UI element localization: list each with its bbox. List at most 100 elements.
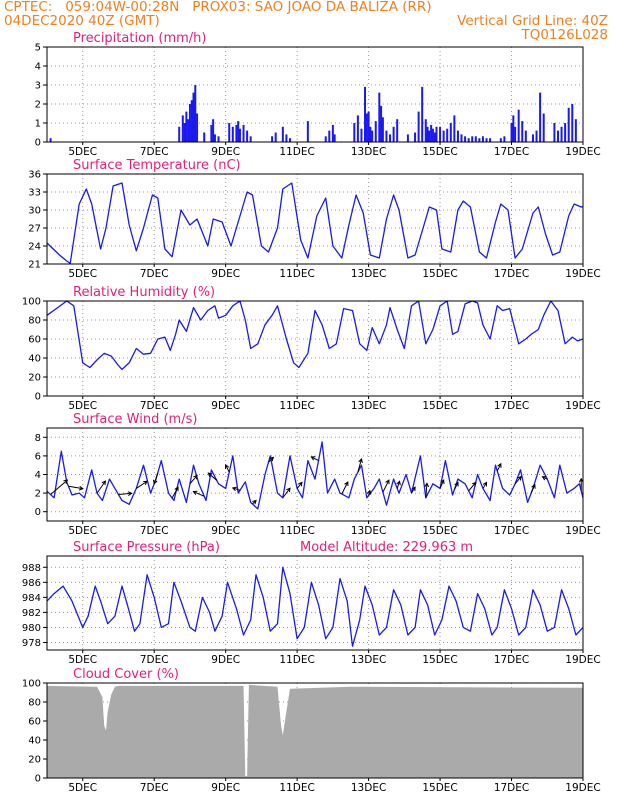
wind-vector	[232, 487, 241, 491]
cloud-xtick-label: 19DEC	[565, 782, 600, 794]
wind-vector-head	[411, 486, 416, 492]
rh-xtick-label: 17DEC	[494, 400, 529, 412]
wind-series-line	[46, 441, 584, 510]
wind-vector-head	[143, 480, 149, 486]
precip-xtick-label: 13DEC	[351, 146, 386, 158]
wind-vector-head	[424, 482, 430, 488]
precip-bar	[242, 124, 245, 142]
precip-bar	[564, 123, 567, 142]
precip-bar	[364, 86, 367, 142]
wind-vector-head	[310, 456, 316, 461]
wind-xtick-label: 5DEC	[68, 525, 97, 537]
precip-bar	[460, 134, 463, 142]
wind-vector	[453, 482, 459, 490]
rh-xtick-label: 7DEC	[140, 400, 169, 412]
precip-bar	[414, 132, 417, 142]
wind-vector-head	[231, 486, 237, 492]
wind-vector	[153, 472, 159, 484]
rh-xtick-label: 15DEC	[422, 400, 457, 412]
wind-vector-head	[63, 479, 69, 485]
precip-xtick-label: 7DEC	[140, 146, 169, 158]
precip-xtick-label: 5DEC	[68, 146, 97, 158]
precip-bar	[517, 109, 520, 142]
precip-ytick-label: 5	[35, 43, 41, 54]
precip-bar	[288, 138, 291, 142]
wind-ytick-label: 0	[35, 507, 41, 518]
pres-xtick-label: 13DEC	[351, 654, 386, 666]
pres-ytick-label: 978	[22, 638, 41, 649]
rh-xtick-label: 9DEC	[211, 400, 240, 412]
wind-vector-head	[366, 489, 372, 495]
wind-vector-head	[152, 479, 158, 485]
cloud-xtick-label: 7DEC	[140, 782, 169, 794]
wind-vector-head	[497, 462, 502, 468]
precip-bar	[365, 113, 368, 142]
precip-bar	[228, 123, 231, 142]
precip-bar	[185, 111, 188, 142]
precip-bar	[439, 126, 442, 142]
precip-bar	[446, 128, 449, 142]
wind-vector	[225, 464, 230, 473]
temp-xtick-label: 19DEC	[565, 268, 600, 280]
cloud-ytick-label: 60	[28, 717, 41, 728]
wind-vector	[268, 456, 274, 463]
precip-bar	[535, 130, 538, 142]
temp-xtick-label: 17DEC	[494, 268, 529, 280]
wind-vector	[482, 482, 487, 489]
precip-bar	[503, 136, 506, 142]
wind-vector-head	[224, 464, 230, 469]
precip-bar	[417, 111, 420, 142]
precip-bar	[356, 115, 359, 142]
wind-vector	[118, 492, 132, 495]
precip-bar	[181, 115, 184, 142]
rh-series-line	[46, 300, 584, 371]
cloud-xtick-label: 15DEC	[422, 782, 457, 794]
wind-vector	[382, 479, 390, 493]
precip-bar	[485, 138, 488, 142]
precip-bar	[542, 113, 545, 142]
wind-ytick-label: 8	[35, 433, 41, 444]
precip-bar	[389, 134, 392, 142]
precip-bar	[371, 130, 374, 142]
wind-vector	[50, 479, 68, 495]
precip-bar	[428, 130, 431, 142]
precip-xtick-label: 15DEC	[422, 146, 457, 158]
precip-bar	[183, 123, 186, 142]
precip-bar	[435, 126, 438, 142]
temp-xtick-label: 7DEC	[140, 268, 169, 280]
precip-frame	[46, 46, 584, 143]
rh-ytick-label: 20	[28, 373, 41, 384]
cloud-ytick-label: 40	[28, 736, 41, 747]
temp-ytick-label: 27	[28, 224, 41, 235]
precip-xtick-label: 17DEC	[494, 146, 529, 158]
precip-bar	[187, 119, 190, 142]
precip-bar	[467, 138, 470, 142]
precip-bar	[499, 138, 502, 142]
cloud-xtick-label: 13DEC	[351, 782, 386, 794]
precip-bar	[453, 115, 456, 142]
precip-bar	[231, 126, 234, 142]
precip-bar	[406, 134, 409, 142]
precip-bar	[360, 128, 363, 142]
temp-xtick-label: 5DEC	[68, 268, 97, 280]
temp-xtick-label: 11DEC	[279, 268, 314, 280]
pres-ytick-label: 988	[22, 563, 41, 574]
pres-annotation: Model Altitude: 229.963 m	[300, 540, 473, 555]
wind-vector	[411, 486, 416, 494]
pres-ytick-label: 982	[22, 608, 41, 619]
precip-bar	[464, 136, 467, 142]
precip-bar	[539, 92, 542, 142]
precip-bar	[424, 119, 427, 142]
precip-bar	[369, 126, 372, 142]
wind-vector-head	[482, 481, 488, 487]
wind-vector	[496, 463, 502, 472]
precip-bar	[192, 92, 195, 142]
precip-bar	[521, 121, 524, 142]
precip-bar	[381, 117, 384, 142]
rh-ytick-label: 80	[28, 316, 41, 327]
wind-vector	[439, 479, 445, 489]
precip-bar	[560, 126, 563, 142]
wind-vector-head	[517, 475, 522, 481]
wind-vector	[282, 487, 291, 499]
